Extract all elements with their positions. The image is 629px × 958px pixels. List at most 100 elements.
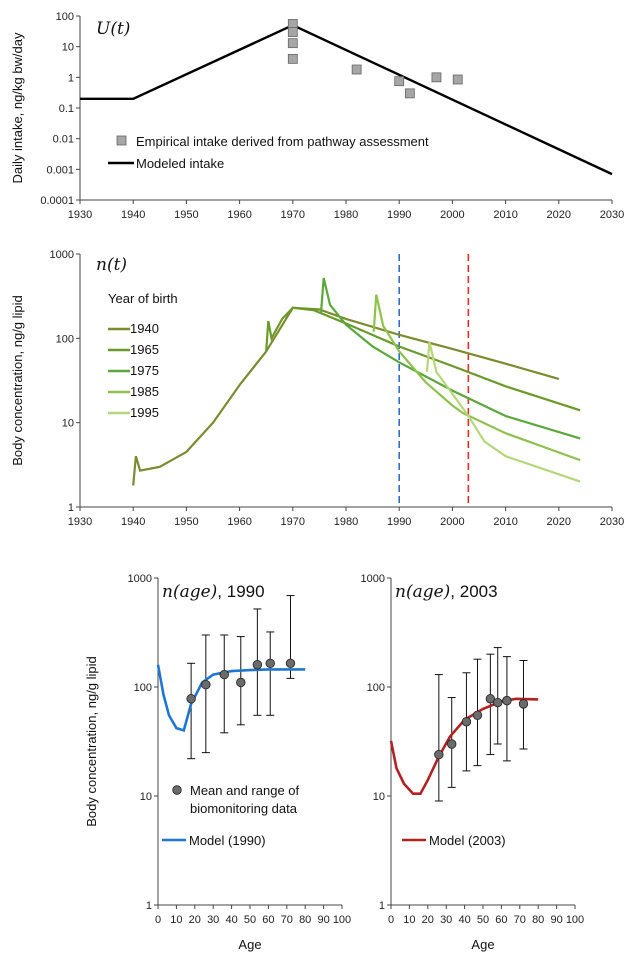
legend-title: Year of birth xyxy=(108,291,178,306)
x-tick-label: 1940 xyxy=(121,516,145,528)
modeled-intake-line xyxy=(80,23,613,176)
cohort-line-1995 xyxy=(425,341,581,483)
biomonitoring-mean-point xyxy=(186,694,196,704)
biomonitoring-mean-point xyxy=(265,658,275,668)
x-tick-label: 60 xyxy=(262,914,274,926)
x-tick-label: 2010 xyxy=(493,516,517,528)
x-tick-label: 50 xyxy=(244,914,256,926)
biomonitoring-mean-point xyxy=(472,710,483,721)
x-tick-label: 1980 xyxy=(334,516,358,528)
y-tick-label: 1000 xyxy=(50,249,74,261)
panel-title-year: , 2003 xyxy=(450,582,497,601)
x-tick-label: 30 xyxy=(440,914,452,926)
y-tick-label: 1 xyxy=(68,72,74,84)
x-tick-label: 2020 xyxy=(547,516,571,528)
x-tick-label: 1960 xyxy=(227,209,251,221)
y-axis-label: Body concentration, ng/g lipid xyxy=(10,295,25,466)
biomonitoring-mean-point xyxy=(447,739,457,749)
biomonitoring-mean-point xyxy=(252,660,263,670)
legend-marker-biomonitoring xyxy=(172,785,182,795)
legend-label-model: Model (1990) xyxy=(189,833,266,848)
panel-title-italic: n(age) xyxy=(162,582,217,602)
y-tick-label: 1 xyxy=(68,502,74,514)
x-tick-label: 80 xyxy=(299,914,311,926)
legend-label-1975: 1975 xyxy=(130,363,159,378)
x-tick-label: 2020 xyxy=(547,209,571,221)
x-tick-label: 1970 xyxy=(281,516,305,528)
y-tick-label: 1 xyxy=(146,900,152,912)
panel-title: n(t) xyxy=(96,255,127,275)
y-tick-label: 0.01 xyxy=(53,134,74,146)
x-tick-label: 0 xyxy=(388,914,394,926)
cohort-line-1975 xyxy=(319,277,581,440)
legend-label-model: Model (2003) xyxy=(429,833,506,848)
x-tick-label: 80 xyxy=(532,914,544,926)
legend-label-biomonitoring-cont: biomonitoring data xyxy=(190,801,298,816)
empirical-intake-marker xyxy=(351,64,362,75)
x-tick-label: 20 xyxy=(422,914,434,926)
biomonitoring-mean-point xyxy=(285,658,296,668)
empirical-intake-marker xyxy=(287,38,298,49)
model-line xyxy=(156,664,306,733)
panel-title-italic: n(age) xyxy=(395,582,450,602)
cohort-line-1940 xyxy=(132,306,560,486)
x-tick-label: 10 xyxy=(403,914,415,926)
x-tick-label: 2030 xyxy=(600,209,624,221)
x-tick-label: 100 xyxy=(333,914,351,926)
y-axis-label: Daily intake, ng/kg bw/day xyxy=(10,32,25,184)
x-tick-label: 2030 xyxy=(600,516,624,528)
x-tick-label: 10 xyxy=(170,914,182,926)
biomonitoring-mean-point xyxy=(461,717,472,727)
x-tick-label: 40 xyxy=(458,914,470,926)
panel-title-year: , 1990 xyxy=(217,582,264,601)
biomonitoring-mean-point xyxy=(236,677,246,688)
legend-label-biomonitoring: Mean and range of xyxy=(190,783,300,798)
y-tick-label: 10 xyxy=(373,791,385,803)
x-tick-label: 70 xyxy=(514,914,526,926)
biomonitoring-mean-point xyxy=(493,697,503,708)
empirical-intake-marker xyxy=(287,53,298,64)
x-tick-label: 90 xyxy=(550,914,562,926)
x-tick-label: 1930 xyxy=(68,209,92,221)
empirical-intake-marker xyxy=(431,72,442,83)
empirical-intake-marker xyxy=(404,88,415,99)
legend-label-1985: 1985 xyxy=(130,384,159,399)
cohort-line-1985 xyxy=(372,294,581,462)
x-tick-label: 1960 xyxy=(227,516,251,528)
x-tick-label: 2010 xyxy=(493,209,517,221)
panel-intake: 0.0001 0.001 0.01 0.1 1 10 100 1930 1940 1950 1960… xyxy=(10,11,624,221)
x-tick-label: 60 xyxy=(495,914,507,926)
x-tick-label: 2000 xyxy=(440,516,464,528)
y-tick-label: 10 xyxy=(140,791,152,803)
x-tick-label: 0 xyxy=(155,914,161,926)
x-tick-label: 1950 xyxy=(174,516,198,528)
empirical-intake-marker xyxy=(287,19,298,29)
biomonitoring-mean-point xyxy=(518,699,529,709)
x-tick-label: 1990 xyxy=(387,516,411,528)
empirical-intake-marker xyxy=(287,27,298,37)
y-tick-label: 1000 xyxy=(128,573,152,585)
x-tick-label: 1950 xyxy=(174,209,198,221)
panel-a1990: 1 10 100 1000 0 10 20 30 40 50 60 70 80 90 100 Body con… xyxy=(84,573,351,952)
legend-marker-empirical xyxy=(116,135,127,146)
biomonitoring-mean-point xyxy=(219,669,229,680)
x-tick-label: 2000 xyxy=(440,209,464,221)
y-tick-label: 1000 xyxy=(361,573,385,585)
x-tick-label: 100 xyxy=(566,914,584,926)
x-tick-label: 1990 xyxy=(387,209,411,221)
x-tick-label: 90 xyxy=(317,914,329,926)
x-tick-label: 1940 xyxy=(121,209,145,221)
x-tick-label: 40 xyxy=(225,914,237,926)
y-tick-label: 0.1 xyxy=(59,103,74,115)
x-tick-label: 1980 xyxy=(334,209,358,221)
x-axis-label: Age xyxy=(238,937,261,952)
panel-title: n(age), 2003 xyxy=(395,582,498,602)
panel-title: n(age), 1990 xyxy=(162,582,265,602)
legend-label-1965: 1965 xyxy=(130,342,159,357)
biomonitoring-mean-point xyxy=(502,695,512,706)
x-tick-label: 50 xyxy=(477,914,489,926)
y-tick-label: 100 xyxy=(134,682,152,694)
x-axis-label: Age xyxy=(471,937,494,952)
y-tick-label: 100 xyxy=(56,11,74,23)
